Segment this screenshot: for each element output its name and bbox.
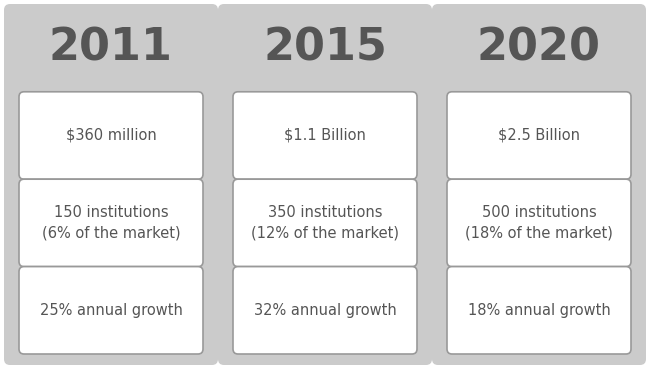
FancyBboxPatch shape: [432, 4, 646, 365]
Text: 18% annual growth: 18% annual growth: [467, 303, 610, 318]
Text: 350 institutions
(12% of the market): 350 institutions (12% of the market): [251, 206, 399, 240]
FancyBboxPatch shape: [447, 266, 631, 354]
FancyBboxPatch shape: [19, 92, 203, 179]
Text: 500 institutions
(18% of the market): 500 institutions (18% of the market): [465, 206, 613, 240]
Text: 2020: 2020: [477, 27, 601, 70]
FancyBboxPatch shape: [218, 4, 432, 365]
Text: 2015: 2015: [263, 27, 387, 70]
FancyBboxPatch shape: [233, 266, 417, 354]
FancyBboxPatch shape: [233, 179, 417, 266]
FancyBboxPatch shape: [19, 179, 203, 266]
Text: 2011: 2011: [49, 27, 173, 70]
Text: $360 million: $360 million: [66, 128, 157, 143]
FancyBboxPatch shape: [447, 179, 631, 266]
FancyBboxPatch shape: [19, 266, 203, 354]
FancyBboxPatch shape: [233, 92, 417, 179]
Text: 25% annual growth: 25% annual growth: [40, 303, 183, 318]
FancyBboxPatch shape: [4, 4, 218, 365]
Text: 150 institutions
(6% of the market): 150 institutions (6% of the market): [42, 206, 180, 240]
FancyBboxPatch shape: [447, 92, 631, 179]
Text: $2.5 Billion: $2.5 Billion: [498, 128, 580, 143]
Text: $1.1 Billion: $1.1 Billion: [284, 128, 366, 143]
Text: 32% annual growth: 32% annual growth: [254, 303, 396, 318]
